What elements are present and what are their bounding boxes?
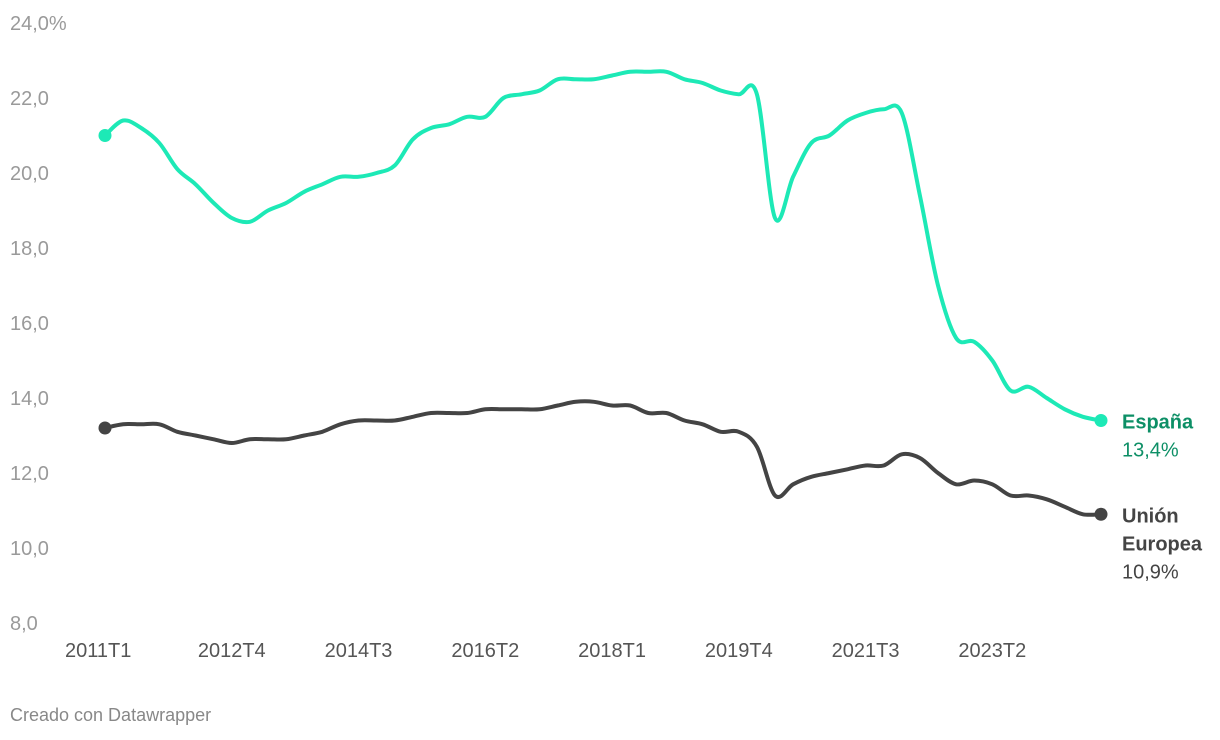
x-axis: 2011T1 2012T4 2014T3 2016T2 2018T1 2019T4 2021… <box>65 640 1026 662</box>
series-value-label: 10,9% <box>1122 561 1179 583</box>
series-value-label: 13,4% <box>1122 440 1179 462</box>
x-tick-label: 2023T2 <box>958 640 1026 662</box>
y-tick-label: 14,0 <box>10 388 49 410</box>
line-chart: 8,0 10,0 12,0 14,0 16,0 18,0 20,0 22,0 24,0% 201… <box>10 13 1203 662</box>
end-point-espana <box>1094 414 1108 427</box>
x-tick-label: 2014T3 <box>325 640 393 662</box>
x-tick-label: 2016T2 <box>451 640 519 662</box>
credit-text: Creado con Datawrapper <box>10 705 212 725</box>
start-point-union-europea <box>98 421 112 435</box>
x-tick-label: 2021T3 <box>832 640 900 662</box>
y-axis: 8,0 10,0 12,0 14,0 16,0 18,0 20,0 22,0 24,0% <box>10 13 67 635</box>
y-tick-label: 12,0 <box>10 463 49 485</box>
series-lines <box>98 69 1108 521</box>
y-tick-label: 10,0 <box>10 538 49 560</box>
y-tick-label: 16,0 <box>10 313 49 335</box>
series-name-label: Europea <box>1122 533 1203 555</box>
series-line-union-europea <box>103 399 1103 517</box>
series-line-espana <box>103 69 1103 423</box>
x-tick-label: 2012T4 <box>198 640 266 662</box>
end-point-union-europea <box>1094 507 1108 521</box>
y-tick-label: 22,0 <box>10 88 49 110</box>
series-labels: España 13,4% Unión Europea 10,9% <box>1122 412 1203 584</box>
y-tick-label: 24,0% <box>10 13 67 35</box>
x-tick-label: 2011T1 <box>65 640 131 662</box>
series-name-label: Unión <box>1122 505 1179 527</box>
y-tick-label: 8,0 <box>10 613 38 635</box>
x-tick-label: 2018T1 <box>578 640 646 662</box>
y-tick-label: 20,0 <box>10 163 49 185</box>
x-tick-label: 2019T4 <box>705 640 773 662</box>
y-tick-label: 18,0 <box>10 238 49 260</box>
start-point-espana <box>98 129 112 142</box>
series-name-label: España <box>1122 412 1194 434</box>
